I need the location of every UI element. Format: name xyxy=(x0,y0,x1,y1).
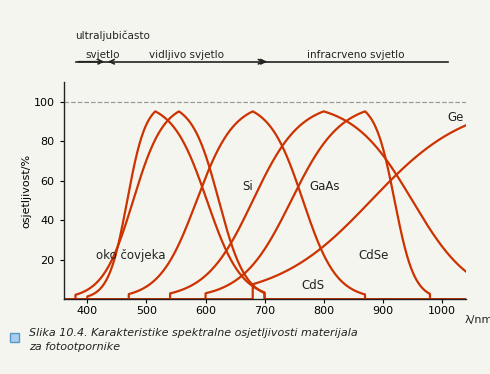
Text: CdS: CdS xyxy=(301,279,324,292)
Text: Slika 10.4. Karakteristike spektralne osjetljivosti materijala: Slika 10.4. Karakteristike spektralne os… xyxy=(29,328,358,338)
Text: GaAs: GaAs xyxy=(309,180,340,193)
Text: ultraljubičasto: ultraljubičasto xyxy=(75,31,150,41)
Text: vidljivo svjetlo: vidljivo svjetlo xyxy=(149,50,224,60)
Text: Ge: Ge xyxy=(448,111,464,124)
Y-axis label: osjetljivost/%: osjetljivost/% xyxy=(21,154,31,228)
Text: oko čovjeka: oko čovjeka xyxy=(96,249,166,262)
Text: za fotootpornike: za fotootpornike xyxy=(29,341,121,352)
Text: CdSe: CdSe xyxy=(358,249,389,262)
Text: λ/nm: λ/nm xyxy=(465,315,490,325)
Text: infracrveno svjetlo: infracrveno svjetlo xyxy=(307,50,405,60)
Text: Si: Si xyxy=(242,180,253,193)
Text: svjetlo: svjetlo xyxy=(85,50,120,60)
